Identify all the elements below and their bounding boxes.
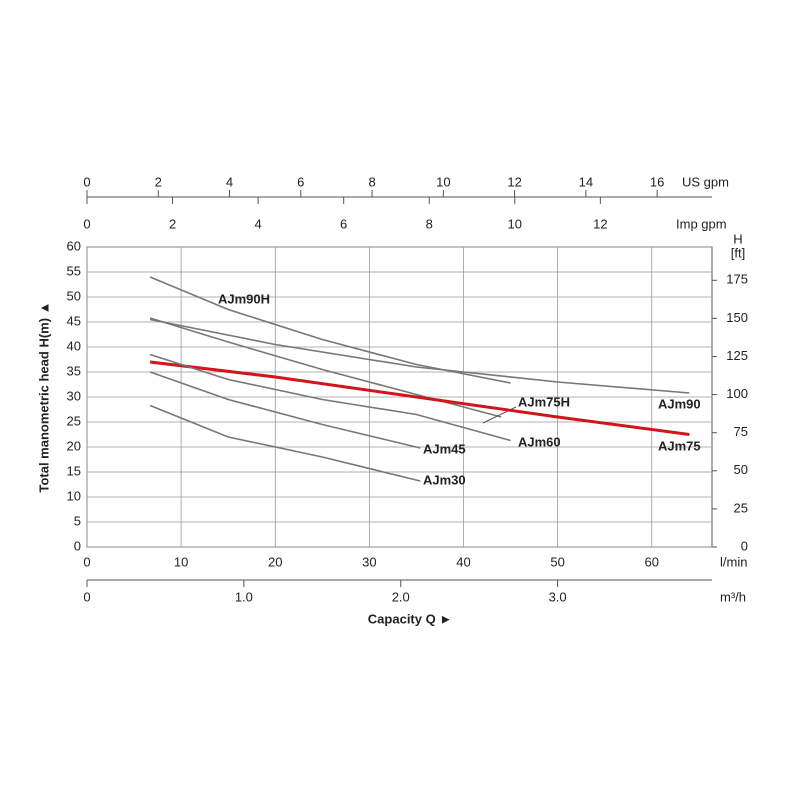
y-tick-label: 35 (67, 363, 81, 378)
axis-tick-label: 14 (579, 174, 593, 189)
y-tick-label: 30 (67, 388, 81, 403)
curve-label: AJm90H (218, 291, 270, 306)
x-tick-label: 50 (550, 554, 564, 569)
axis-tick-label: 0 (83, 216, 90, 231)
x-tick-label: 0 (83, 554, 90, 569)
curve-label: AJm60 (518, 434, 561, 449)
x-axis-title: Capacity Q ► (368, 611, 452, 626)
y-tick-label: 25 (67, 413, 81, 428)
x-tick-label: 20 (268, 554, 282, 569)
y-tick-label: 45 (67, 313, 81, 328)
axis-tick-label: 12 (507, 174, 521, 189)
y2-tick-label: 175 (726, 272, 748, 287)
curve-label: AJm45 (423, 441, 466, 456)
axis-tick-label: 0 (83, 589, 90, 604)
y-tick-label: 10 (67, 488, 81, 503)
y-tick-label: 20 (67, 438, 81, 453)
y2-unit: H (733, 231, 742, 246)
curve (149, 353, 511, 442)
axis-tick-label: 3.0 (549, 589, 567, 604)
axis-tick-label: 16 (650, 174, 664, 189)
axis-tick-label: 12 (593, 216, 607, 231)
curve-label: AJm75H (518, 394, 570, 409)
y2-tick-label: 100 (726, 386, 748, 401)
curve-label: AJm30 (423, 472, 466, 487)
x-tick-label: 30 (362, 554, 376, 569)
y2-tick-label: 150 (726, 310, 748, 325)
curve (149, 404, 421, 482)
y2-tick-label: 25 (734, 500, 748, 515)
y2-tick-label: 125 (726, 348, 748, 363)
bottom-axis-unit: m³/h (720, 589, 746, 604)
axis-tick-label: 2.0 (392, 589, 410, 604)
curve (149, 371, 421, 449)
axis-tick-label: 8 (368, 174, 375, 189)
y-tick-label: 40 (67, 338, 81, 353)
y2-tick-label: 50 (734, 462, 748, 477)
y-tick-label: 15 (67, 463, 81, 478)
y2-tick-label: 0 (741, 538, 748, 553)
y2-tick-label: 75 (734, 424, 748, 439)
curve-label: AJm90 (658, 396, 701, 411)
top-axis-unit: US gpm (682, 174, 729, 189)
y-tick-label: 50 (67, 288, 81, 303)
curve-label: AJm75 (658, 438, 701, 453)
axis-tick-label: 2 (169, 216, 176, 231)
x-tick-label: 10 (174, 554, 188, 569)
y-tick-label: 5 (74, 513, 81, 528)
y-tick-label: 55 (67, 263, 81, 278)
axis-tick-label: 10 (508, 216, 522, 231)
y-axis-title: Total manometric head H(m) ▲ (36, 301, 51, 492)
axis-tick-label: 4 (254, 216, 261, 231)
axis-tick-label: 0 (83, 174, 90, 189)
axis-tick-label: 4 (226, 174, 233, 189)
x-tick-label: 60 (645, 554, 659, 569)
axis-tick-label: 6 (340, 216, 347, 231)
curve (149, 360, 690, 436)
x-tick-label: 40 (456, 554, 470, 569)
axis-tick-label: 6 (297, 174, 304, 189)
y-tick-label: 0 (74, 538, 81, 553)
y-tick-label: 60 (67, 238, 81, 253)
axis-tick-label: 10 (436, 174, 450, 189)
y2-unit: [ft] (731, 245, 745, 260)
x-unit: l/min (720, 554, 747, 569)
axis-tick-label: 1.0 (235, 589, 253, 604)
top-axis-unit: Imp gpm (676, 216, 727, 231)
axis-tick-label: 8 (426, 216, 433, 231)
curve (149, 318, 690, 394)
axis-tick-label: 2 (155, 174, 162, 189)
